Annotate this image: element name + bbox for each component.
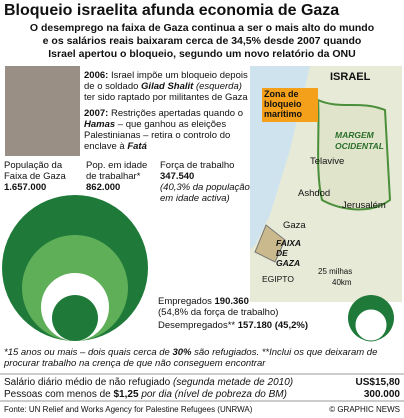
- note: (54,8% da força de trabalho): [158, 307, 279, 318]
- stat: Empregados 190.360 (54,8% da força de tra…: [158, 296, 358, 318]
- note: (segunda metade de 2010): [173, 377, 294, 388]
- city: Gaza: [283, 220, 306, 231]
- scale-label: 40km: [332, 278, 352, 287]
- text: Pessoas com menos de: [4, 389, 114, 400]
- fact: Pessoas com menos de $1,25 por dia (níve…: [4, 389, 400, 400]
- unemployed-small: [354, 308, 388, 342]
- scale: 25 milhas 40km: [318, 266, 352, 288]
- map-label: ISRAEL: [330, 71, 371, 83]
- city: Jerusalém: [342, 200, 386, 211]
- label: Desempregados**: [158, 320, 236, 331]
- text: Israel impõe um bloqueio depois de o sol…: [84, 70, 248, 92]
- map-label: EGIPTO: [262, 274, 294, 284]
- photo: [5, 66, 80, 156]
- value: 300.000: [363, 389, 400, 400]
- map-label: FAIXA DE GAZA: [276, 238, 301, 268]
- text: Restrições apertadas quando o: [110, 108, 243, 119]
- employed-circle: [52, 295, 98, 341]
- footnote: *15 anos ou mais – dois quais cerca de 3…: [4, 347, 400, 369]
- west-bank: [316, 98, 392, 211]
- scale-label: 25 milhas: [318, 267, 353, 276]
- source: Fonte: UN Relief and Works Agency for Pa…: [4, 405, 253, 414]
- note: por dia (nível de pobreza do BM): [141, 389, 287, 400]
- zone-box: [262, 88, 318, 122]
- value: 190.360: [214, 296, 249, 307]
- text: ter sido raptado por militantes de Gaza: [84, 92, 248, 103]
- text: *15 anos ou mais – dois quais cerca de: [4, 347, 173, 358]
- subtitle-line: Israel apertou o bloqueio, segundo um no…: [48, 48, 356, 60]
- event: 2007: Restrições apertadas quando o Hama…: [84, 108, 249, 152]
- note: (40,3% da população em idade activa): [160, 182, 250, 204]
- event: 2006: Israel impõe um bloqueio depois de…: [84, 70, 249, 103]
- value: 1.657.000: [4, 182, 47, 193]
- stat: Pop. em idade de trabalhar* 862.000: [86, 160, 156, 193]
- year: 2007:: [84, 108, 109, 119]
- label: Pop. em idade de trabalhar*: [86, 160, 148, 182]
- stat: Força de trabalho 347.540 (40,3% da popula…: [160, 160, 250, 204]
- city: Telavive: [310, 156, 345, 167]
- text: (esquerda): [193, 81, 242, 92]
- text: $1,25: [113, 389, 139, 400]
- value: 347.540: [160, 171, 195, 182]
- subtitle: O desemprego na faixa de Gaza continua a…: [0, 22, 404, 61]
- label: Empregados: [158, 296, 212, 307]
- value: 862.000: [86, 182, 121, 193]
- text: Fatá: [127, 141, 147, 152]
- year: 2006:: [84, 70, 109, 81]
- subtitle-line: e os salários reais baixaram cerca de 34…: [42, 35, 362, 47]
- label: Força de trabalho: [160, 160, 235, 171]
- stat: População da Faixa de Gaza 1.657.000: [4, 160, 84, 193]
- map-label: MARGEM OCIDENTAL: [335, 130, 384, 151]
- value: 157.180: [237, 320, 273, 331]
- note: (45,2%): [274, 320, 308, 331]
- text: Gilad Shalit: [141, 81, 194, 92]
- label: População da Faixa de Gaza: [4, 160, 66, 182]
- credit: © GRAPHIC NEWS: [329, 405, 400, 414]
- text: são refugiados. **Inclui os que deixaram…: [4, 347, 378, 369]
- gaza-strip: [254, 224, 286, 263]
- value: US$15,80: [355, 377, 400, 388]
- map-label: Zona de bloqueio marítimo: [264, 89, 303, 119]
- text: 30%: [172, 347, 192, 358]
- city: Ashdod: [298, 188, 331, 199]
- title: Bloqueio israelita afunda economia de Ga…: [4, 2, 340, 19]
- fact: Salário diário médio de não refugiado (s…: [4, 377, 400, 388]
- text: Hamas: [84, 119, 116, 130]
- text: – que ganhou as eleições Palestinianas –…: [84, 119, 231, 152]
- stat: Desempregados** 157.180 (45,2%): [158, 320, 358, 331]
- subtitle-line: O desemprego na faixa de Gaza continua a…: [29, 22, 375, 34]
- text: Salário diário médio de não refugiado: [4, 377, 173, 388]
